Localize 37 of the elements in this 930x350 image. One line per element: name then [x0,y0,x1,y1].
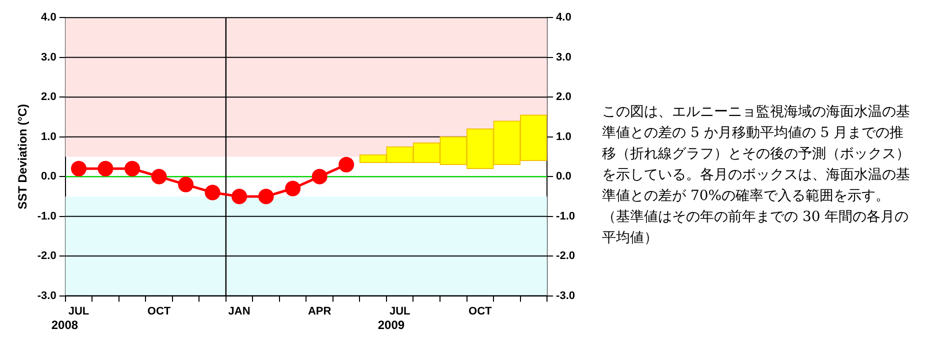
x-tick-label: JUL [68,305,90,318]
point [124,160,140,176]
point [338,156,354,172]
x-tick-label: JUL [389,305,411,318]
y-tick-label: 2.0 [41,91,56,104]
y2-tick-label: 2.0 [556,91,572,104]
point [232,188,248,204]
point [204,184,220,200]
y-tick-label: 1.0 [41,130,56,143]
point [178,176,194,192]
point [312,168,328,184]
point [285,180,301,196]
y2-tick-label: 3.0 [556,51,572,64]
point [258,188,274,204]
y-tick-label: 0.0 [41,170,56,183]
y-tick-label: 3.0 [41,51,56,64]
y2-tick-label: -2.0 [556,250,576,262]
y-tick-label: -1.0 [37,210,56,222]
y-tick-label: -3.0 [37,290,56,302]
x-tick-label: OCT [468,305,492,318]
point [70,160,86,176]
text: 2009 [378,318,405,332]
y2-tick-label: 0.0 [556,170,572,183]
text: この図は、エルニーニョ監視海域の海面水温の基準値との差の 5 か月移動平均値の 5 月までの推移（折れ線グラフ）とその後の予測（ボックス）を示している。各月のボックスは、海面水温の基準値との差が 70%の確率で入る範囲を示す。（基準値はその年の前年までの 30 年間の各月の平均値） [602,103,911,248]
point [98,160,114,176]
x-tick-label: OCT [147,305,171,318]
y2-tick-label: 1.0 [556,130,572,143]
y-tick-label: -2.0 [37,250,56,262]
y-tick-label: 4.0 [41,12,56,24]
y2-tick-label: -3.0 [556,290,576,302]
x-tick-label: APR [308,305,332,318]
y2-tick-label: -1.0 [556,210,576,222]
text: 2008 [51,318,78,332]
y2-tick-label: 4.0 [556,12,572,24]
point [151,168,167,184]
x-tick-label: JAN [228,305,250,318]
y-axis-title: SST Deviation (°C) [16,104,30,210]
